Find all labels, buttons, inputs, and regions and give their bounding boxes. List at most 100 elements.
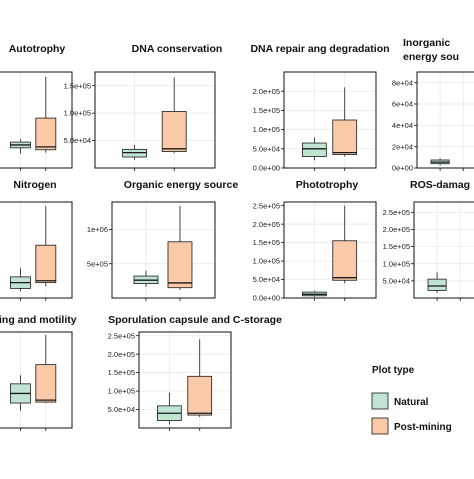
panel-background xyxy=(284,202,376,298)
box-iqr xyxy=(332,119,358,155)
box-post-mining xyxy=(332,87,358,157)
y-tick-label-1: 1e+06 xyxy=(87,225,108,234)
y-tick-label-2: 1.0e+05 xyxy=(253,125,280,134)
box-iqr xyxy=(427,278,447,291)
y-tick-label-2: 1.5e+05 xyxy=(383,242,410,251)
box-post-mining xyxy=(187,339,213,417)
panel-frame xyxy=(416,71,474,169)
legend: Plot type Natural Post-mining xyxy=(371,365,452,435)
panel-background xyxy=(139,332,231,428)
panel-3: 0.0e+00 5.0e+04 1.0e+05 1.5e+05 2.0e+05 DNA r… xyxy=(250,43,389,173)
legend-item-natural: Natural xyxy=(371,392,429,410)
panel-frame xyxy=(0,201,73,299)
box-iqr xyxy=(187,375,213,416)
box-natural xyxy=(122,144,147,160)
panel-2: 5.0e+04 1.0e+05 1.5e+05 DNA conservation xyxy=(64,43,223,171)
panel-background xyxy=(417,72,474,168)
box-natural xyxy=(427,272,447,293)
panel-8: 5.0e+04 1.0e+05 1.5e+05 2.0e+05 2.5e+05 ROS-d… xyxy=(383,179,474,301)
panel-10: 5.0e+04 1.0e+05 1.5e+05 2.0e+05 2.5e+05 Sporu… xyxy=(108,314,282,431)
legend-title: Plot type xyxy=(372,365,415,376)
y-tick-label-2: 1.5e+05 xyxy=(108,368,135,377)
panel-title: Phototrophy xyxy=(296,179,359,191)
box-iqr xyxy=(35,117,57,151)
box-natural xyxy=(430,158,450,166)
y-tick-label-0: 0.0e+00 xyxy=(253,164,280,173)
panel-frame xyxy=(94,71,216,169)
y-tick-label-2: 1.0e+05 xyxy=(253,257,280,266)
panel-background xyxy=(112,202,215,298)
panel-title-line2: energy sou xyxy=(403,51,459,63)
y-tick-label-2: 4e+04 xyxy=(392,121,413,130)
box-natural xyxy=(301,290,327,297)
panel-4: 0e+00 2e+04 4e+04 6e+04 8e+04 Inorganic energy… xyxy=(392,37,474,173)
y-tick-label-0: 0.0e+00 xyxy=(253,294,280,303)
y-tick-label-3: 2.0e+05 xyxy=(383,225,410,234)
panel-frame xyxy=(111,201,216,299)
y-tick-label-4: 2.5e+05 xyxy=(383,208,410,217)
box-iqr xyxy=(167,241,193,289)
panel-9: ing and motility xyxy=(0,314,77,431)
y-tick-label-0: 5.0e+04 xyxy=(64,136,91,145)
panel-5: Nitrogen xyxy=(0,179,73,301)
box-natural xyxy=(301,137,327,161)
panel-frame xyxy=(283,201,377,299)
panel-title: ing and motility xyxy=(0,314,77,326)
panel-frame xyxy=(0,331,73,429)
panels: Autotrophy 5.0e+04 1.0e+05 1.5e+05 DNA conse… xyxy=(0,37,474,431)
panel-title: ROS-damag xyxy=(410,179,470,191)
box-post-mining xyxy=(332,205,358,284)
panel-title: Autotrophy xyxy=(9,43,66,55)
panel-title: Sporulation capsule and C-storage xyxy=(108,314,282,326)
box-iqr xyxy=(35,244,57,284)
y-tick-label-3: 1.5e+05 xyxy=(253,238,280,247)
panel-title: DNA conservation xyxy=(132,43,223,55)
y-tick-label-1: 5.0e+04 xyxy=(253,275,280,284)
box-iqr xyxy=(301,142,327,157)
box-post-mining xyxy=(167,206,193,290)
legend-label-natural: Natural xyxy=(394,397,429,408)
panel-frame xyxy=(283,71,377,169)
y-tick-label-0: 5.0e+04 xyxy=(383,276,410,285)
panel-1: Autotrophy xyxy=(0,43,73,171)
panel-title: DNA repair ang degradation xyxy=(250,43,389,55)
y-tick-label-5: 2.5e+05 xyxy=(253,201,280,210)
box-post-mining xyxy=(35,334,57,404)
box-iqr xyxy=(332,240,358,281)
box-natural xyxy=(9,268,31,292)
panel-background xyxy=(284,72,376,168)
y-tick-label-0: 0e+00 xyxy=(392,164,413,173)
panel-background xyxy=(95,72,215,168)
panel-title-line1: Inorganic xyxy=(403,37,450,49)
y-tick-label-1: 1.0e+05 xyxy=(383,259,410,268)
panel-6: 5e+05 1e+06 Organic energy source xyxy=(87,179,238,301)
y-tick-label-0: 5.0e+04 xyxy=(108,405,135,414)
y-tick-label-1: 1.0e+05 xyxy=(108,387,135,396)
y-tick-label-1: 1.0e+05 xyxy=(64,109,91,118)
panel-frame xyxy=(0,71,73,169)
y-tick-label-3: 2.0e+05 xyxy=(108,350,135,359)
box-natural xyxy=(9,375,31,411)
box-post-mining xyxy=(161,77,187,154)
y-tick-label-3: 6e+04 xyxy=(392,100,413,109)
box-post-mining xyxy=(35,205,57,287)
y-tick-label-4: 2.5e+05 xyxy=(108,331,135,340)
box-natural xyxy=(133,270,159,288)
panel-7: 0.0e+00 5.0e+04 1.0e+05 1.5e+05 2.0e+05 2.5e+… xyxy=(253,179,377,303)
legend-key-natural xyxy=(371,392,389,410)
box-natural xyxy=(156,392,182,425)
y-tick-label-0: 5e+05 xyxy=(87,259,108,268)
box-post-mining xyxy=(35,76,57,153)
y-tick-label-2: 1.5e+05 xyxy=(64,81,91,90)
panel-title: Organic energy source xyxy=(124,179,239,191)
y-tick-label-4: 2.0e+05 xyxy=(253,87,280,96)
y-tick-label-1: 2e+04 xyxy=(392,142,413,151)
y-tick-label-4: 8e+04 xyxy=(392,78,413,87)
panel-frame xyxy=(413,201,474,299)
box-iqr xyxy=(35,364,57,403)
panel-title: Nitrogen xyxy=(13,179,56,191)
legend-key-post-mining xyxy=(371,417,389,435)
y-tick-label-1: 5.0e+04 xyxy=(253,144,280,153)
panel-frame xyxy=(138,331,232,429)
